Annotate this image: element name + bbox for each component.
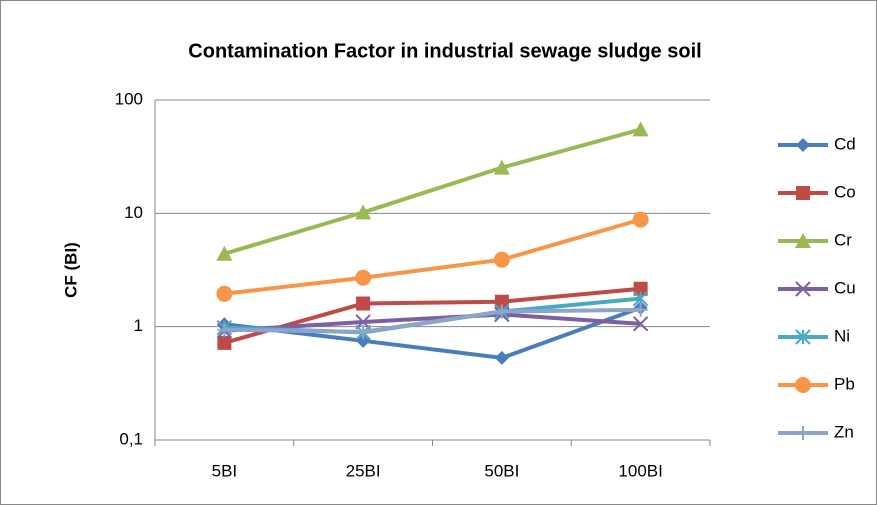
legend-marker xyxy=(795,329,811,345)
legend-label: Zn xyxy=(834,422,854,441)
marker xyxy=(355,204,372,220)
series-line xyxy=(224,307,641,334)
marker xyxy=(217,335,232,350)
marker xyxy=(493,251,510,268)
legend-marker xyxy=(795,233,811,248)
legend-label: Cu xyxy=(834,278,856,297)
marker xyxy=(633,281,648,296)
marker xyxy=(356,296,371,311)
legend-marker xyxy=(795,377,811,393)
marker xyxy=(632,211,649,228)
y-tick-label: 0,1 xyxy=(119,429,143,448)
chart-title: Contamination Factor in industrial sewag… xyxy=(188,40,701,62)
marker xyxy=(494,304,509,319)
legend-label: Ni xyxy=(834,326,850,345)
marker xyxy=(216,245,233,261)
y-axis-label: CF (BI) xyxy=(61,242,80,298)
y-tick-label: 10 xyxy=(124,203,143,222)
marker xyxy=(493,159,510,175)
marker xyxy=(632,316,649,332)
legend-marker xyxy=(796,138,810,152)
legend-label: Co xyxy=(834,182,856,201)
marker xyxy=(355,269,372,286)
series-line xyxy=(224,217,642,296)
marker xyxy=(356,333,371,348)
legend-marker xyxy=(796,186,810,200)
marker xyxy=(356,324,371,339)
marker xyxy=(217,322,232,337)
series-line xyxy=(223,127,642,256)
legend-label: Pb xyxy=(834,374,855,393)
x-tick-label: 25BI xyxy=(346,461,381,480)
legend-label: Cd xyxy=(834,134,856,153)
legend-label: Cr xyxy=(834,230,852,249)
legend-marker xyxy=(795,281,811,297)
marker xyxy=(494,294,509,309)
series-line xyxy=(223,286,641,345)
x-tick-label: 50BI xyxy=(484,461,519,480)
x-tick-label: 5BI xyxy=(212,461,238,480)
marker xyxy=(216,285,233,302)
y-tick-label: 1 xyxy=(134,316,143,335)
marker xyxy=(632,121,649,137)
y-tick-label: 100 xyxy=(115,89,143,108)
x-tick-label: 100BI xyxy=(618,461,662,480)
marker xyxy=(494,350,509,365)
marker xyxy=(633,302,648,317)
series-line xyxy=(224,312,641,333)
legend-marker xyxy=(796,426,810,440)
